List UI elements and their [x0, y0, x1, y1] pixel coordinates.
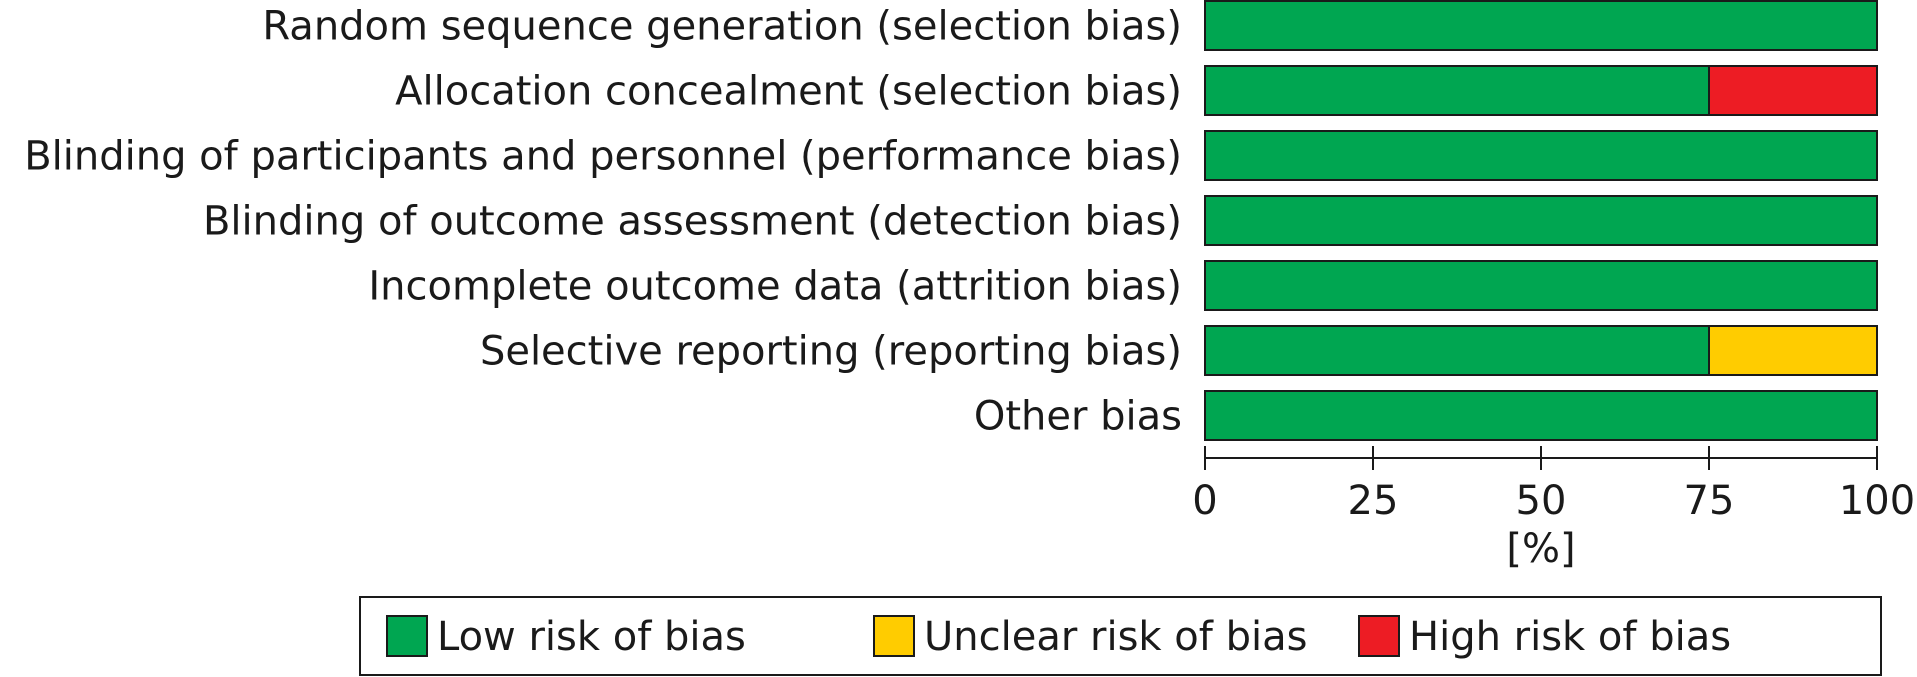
bar-segment-low	[1204, 390, 1878, 441]
bar-segment-low	[1204, 130, 1878, 181]
legend-key-low	[386, 615, 428, 657]
bar-frame	[1204, 390, 1878, 441]
x-tick-label: 0	[1192, 478, 1217, 524]
bar-frame	[1204, 65, 1878, 116]
legend-label-low: Low risk of bias	[437, 614, 746, 660]
bar-segment-low	[1204, 195, 1878, 246]
bar-segment-low	[1204, 325, 1710, 376]
bar-frame	[1204, 195, 1878, 246]
category-label: Other bias	[974, 394, 1182, 440]
bar-frame	[1204, 260, 1878, 311]
legend: Low risk of bias Unclear risk of bias High…	[359, 596, 1882, 676]
x-axis: 0 25 50 75 100	[1192, 446, 1915, 524]
category-label: Incomplete outcome data (attrition bias)	[368, 264, 1182, 310]
bar-segment-low	[1204, 260, 1878, 311]
category-label: Selective reporting (reporting bias)	[480, 329, 1182, 375]
bars	[1204, 0, 1878, 441]
bar-frame	[1204, 130, 1878, 181]
category-label: Blinding of participants and personnel (…	[24, 134, 1182, 180]
x-tick-label: 100	[1839, 478, 1915, 524]
legend-label-unclear: Unclear risk of bias	[924, 614, 1307, 660]
category-label: Random sequence generation (selection bi…	[262, 4, 1182, 50]
x-axis-label: [%]	[1506, 526, 1575, 572]
bar-frame	[1204, 325, 1878, 376]
x-tick-label: 50	[1516, 478, 1567, 524]
category-label: Blinding of outcome assessment (detectio…	[203, 199, 1182, 245]
bar-segment-unclear	[1708, 325, 1878, 376]
bar-frame	[1204, 0, 1878, 51]
category-label: Allocation concealment (selection bias)	[395, 69, 1182, 115]
legend-label-high: High risk of bias	[1409, 614, 1731, 660]
bar-segment-low	[1204, 0, 1878, 51]
bar-segment-high	[1708, 65, 1878, 116]
x-tick-label: 25	[1348, 478, 1399, 524]
legend-frame	[359, 596, 1882, 676]
category-labels: Random sequence generation (selection bi…	[24, 4, 1182, 440]
bar-segment-low	[1204, 65, 1710, 116]
x-tick-label: 75	[1684, 478, 1735, 524]
legend-key-high	[1358, 615, 1400, 657]
legend-key-unclear	[873, 615, 915, 657]
